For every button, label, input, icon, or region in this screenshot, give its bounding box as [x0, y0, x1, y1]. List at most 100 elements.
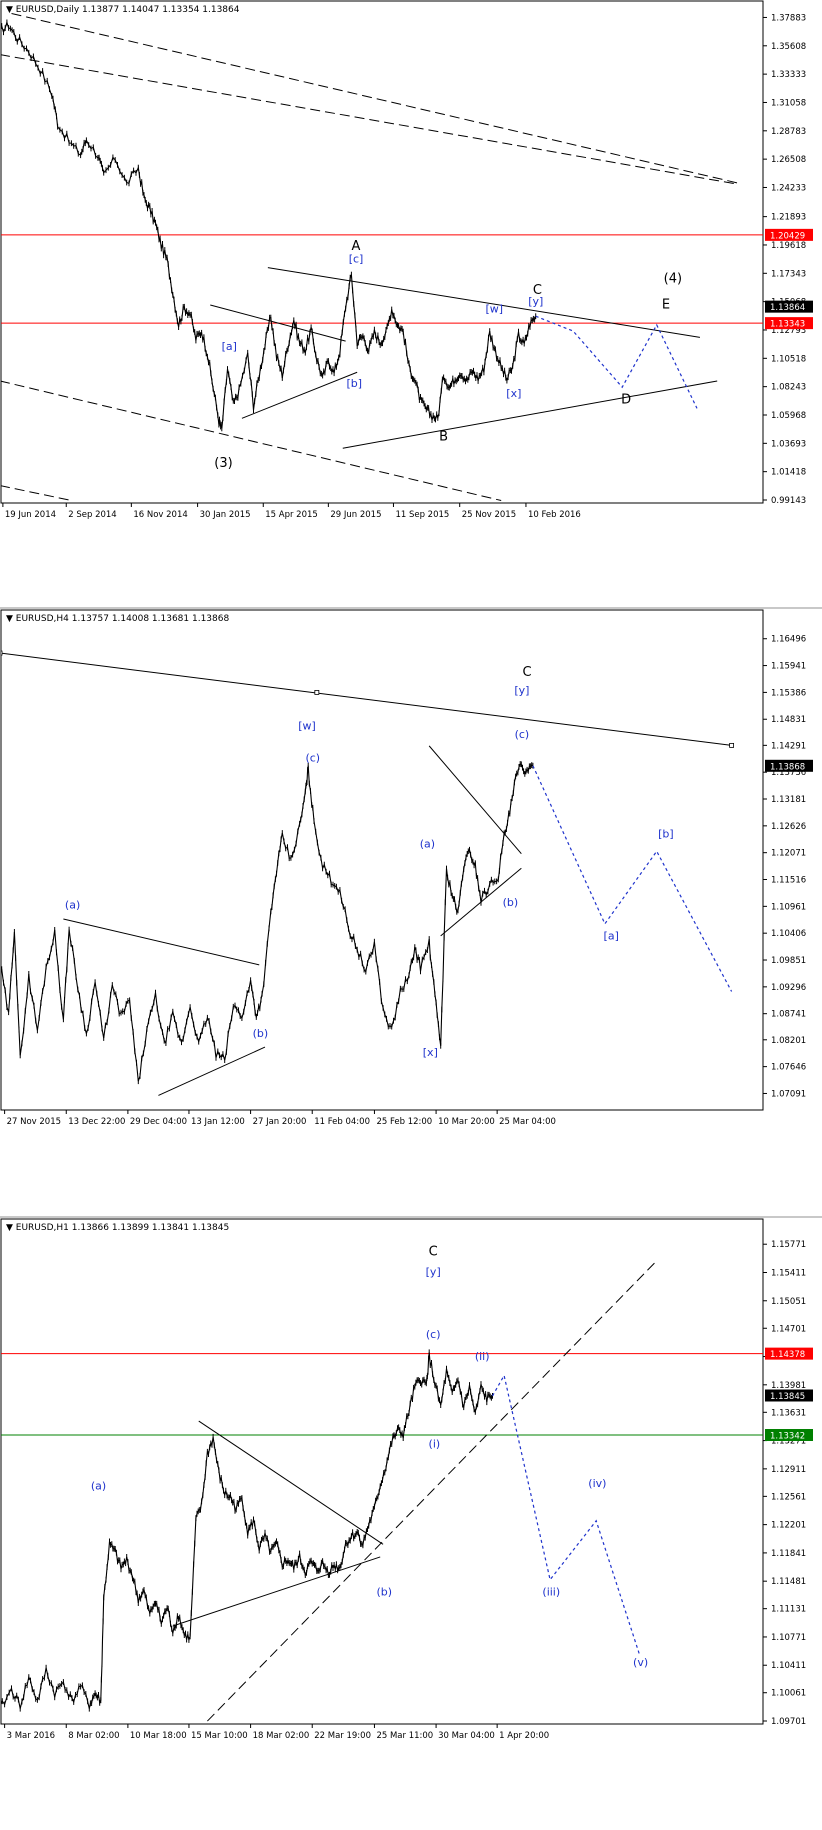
y-tick-label: 1.08741	[771, 1010, 806, 1020]
y-tick-label: 1.09296	[771, 983, 806, 993]
y-tick-label: 1.17343	[771, 269, 806, 279]
y-tick-label: 1.11131	[771, 1605, 806, 1615]
dashed-channel-line	[11, 13, 738, 184]
wave-label: [x]	[423, 1046, 438, 1059]
y-tick-label: 1.14701	[771, 1324, 806, 1334]
trendline-anchor	[314, 689, 320, 695]
wave-label: [w]	[485, 302, 503, 315]
dashed-channel-line	[207, 1260, 658, 1722]
x-tick-label: 19 Jun 2014	[5, 510, 56, 520]
wave-label: C	[429, 1244, 438, 1259]
current-price-tag	[765, 1389, 813, 1402]
x-tick-label: 25 Nov 2015	[462, 510, 516, 520]
h4-chart-panel[interactable]: C [y] (c) [w] (c) (a) (b) (a) (b) [x] [a] [b] ▼ EURU…	[0, 609, 822, 1216]
h1-chart: C [y] (c) (ii) (i) (a) (b) (iii) (iv) (v) ▼ EURUSD…	[0, 1218, 813, 1741]
wave-label: (a)	[91, 1479, 106, 1492]
y-tick-label: 1.14831	[771, 715, 806, 725]
level-tag-label: 1.13342	[770, 1432, 805, 1442]
price-series	[1, 20, 537, 429]
wave-label: [w]	[298, 719, 316, 732]
wave-label: [b]	[658, 828, 674, 841]
wave-label: E	[662, 298, 670, 313]
y-tick-label: 1.31058	[771, 98, 806, 108]
wave-label: (c)	[515, 728, 530, 741]
y-tick-label: 1.12793	[771, 326, 806, 336]
dashed-channel-line	[1, 485, 70, 501]
h1-chart-panel[interactable]: C [y] (c) (ii) (i) (a) (b) (iii) (iv) (v) ▼ EURUSD…	[0, 1218, 822, 1830]
y-tick-label: 1.01418	[771, 468, 806, 478]
y-tick-label: 1.11481	[771, 1577, 806, 1587]
plot-frame	[0, 1218, 764, 1725]
plot-area: A[c] C[y] [w] [a] [b] [x] B (3) (4) E D	[1, 13, 763, 502]
trendline	[267, 267, 700, 338]
y-tick-label: 1.10961	[771, 902, 806, 912]
trendline	[172, 1556, 381, 1627]
wave-label: (4)	[664, 272, 682, 287]
projection-path	[532, 765, 733, 992]
x-tick-label: 15 Apr 2015	[265, 510, 318, 520]
trendline	[342, 380, 718, 449]
wave-label: [c]	[349, 253, 364, 266]
x-tick-label: 10 Feb 2016	[528, 510, 581, 520]
y-tick-label: 1.16496	[771, 635, 806, 645]
y-tick-label: 1.12071	[771, 849, 806, 859]
wave-label: (v)	[633, 1656, 648, 1669]
y-tick-label: 1.12626	[771, 822, 806, 832]
wave-label: [a]	[222, 340, 237, 353]
x-tick-label: 11 Feb 04:00	[314, 1117, 370, 1127]
x-tick-label: 1 Apr 20:00	[499, 1731, 549, 1741]
level-tag	[765, 1429, 813, 1442]
trendline	[241, 371, 358, 419]
wave-label: (b)	[253, 1027, 269, 1040]
trendline	[63, 918, 260, 966]
y-tick-label: 1.15386	[771, 688, 806, 698]
y-tick-label: 1.12201	[771, 1521, 806, 1531]
wave-label: (a)	[420, 837, 435, 850]
current-price-label: 1.13868	[770, 762, 805, 772]
panel-separator[interactable]	[0, 607, 822, 609]
y-tick-label: 0.99143	[771, 496, 806, 506]
x-tick-label: 22 Mar 19:00	[314, 1731, 371, 1741]
trendline-anchor	[1, 650, 3, 656]
price-series	[1, 1352, 493, 1709]
y-tick-label: 1.10411	[771, 1661, 806, 1671]
wave-label: [y]	[528, 295, 543, 308]
y-tick-label: 1.28783	[771, 127, 806, 137]
panel-separator[interactable]	[0, 1216, 822, 1218]
y-tick-label: 1.10771	[771, 1633, 806, 1643]
trendline	[198, 1420, 384, 1545]
level-tag-label: 1.14378	[770, 1350, 805, 1360]
chart-header: ▼ EURUSD,H4 1.13757 1.14008 1.13681 1.13…	[6, 614, 229, 624]
y-tick-label: 1.26508	[771, 155, 806, 165]
y-tick-label: 1.07091	[771, 1089, 806, 1099]
current-price-tag	[765, 300, 813, 313]
x-tick-label: 10 Mar 18:00	[130, 1731, 187, 1741]
y-tick-label: 1.09851	[771, 956, 806, 966]
x-tick-label: 25 Mar 04:00	[499, 1117, 556, 1127]
wave-label: C	[533, 283, 542, 298]
wave-label: B	[439, 430, 448, 445]
wave-label: (iv)	[588, 1477, 606, 1490]
wave-label: (a)	[65, 898, 80, 911]
wave-label: (i)	[429, 1438, 441, 1451]
y-tick-label: 1.12911	[771, 1465, 806, 1475]
y-tick-label: 1.15941	[771, 662, 806, 672]
x-tick-label: 16 Nov 2014	[133, 510, 187, 520]
y-tick-label: 1.19618	[771, 241, 806, 251]
trendline	[210, 304, 346, 342]
wave-label: (3)	[214, 456, 232, 471]
x-tick-label: 3 Mar 2016	[7, 1731, 55, 1741]
y-tick-label: 1.13981	[771, 1381, 806, 1391]
projection-path	[491, 1373, 640, 1655]
wave-label: D	[621, 392, 631, 407]
x-tick-label: 25 Feb 12:00	[376, 1117, 432, 1127]
y-tick-label: 1.13271	[771, 1437, 806, 1447]
daily-chart-panel[interactable]: A [c] C [y] [w] [a] [b] [x] B (3) (4) E D ▼ EURUSD,Da…	[0, 0, 822, 607]
wave-label: (c)	[426, 1328, 441, 1341]
y-tick-label: 1.08201	[771, 1036, 806, 1046]
dashed-channel-line	[1, 54, 738, 185]
y-tick-label: 1.35608	[771, 42, 806, 52]
x-tick-label: 13 Jan 12:00	[191, 1117, 245, 1127]
x-tick-label: 10 Mar 20:00	[438, 1117, 495, 1127]
y-tick-label: 1.10406	[771, 929, 806, 939]
